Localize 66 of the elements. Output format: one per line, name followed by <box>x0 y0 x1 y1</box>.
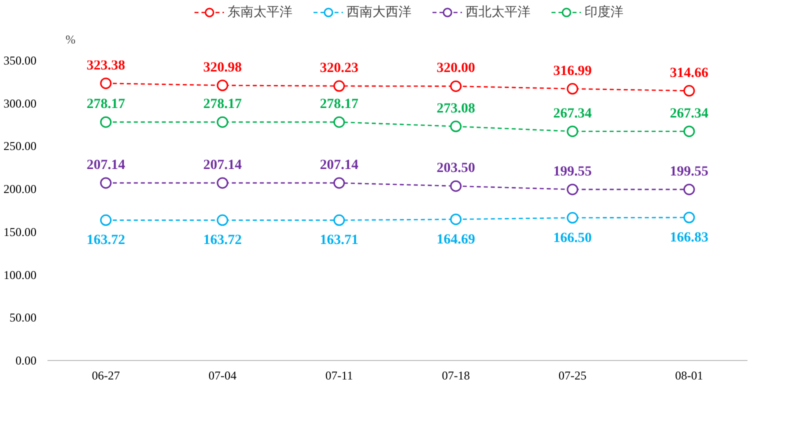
legend-label: 西北太平洋 <box>466 4 530 21</box>
data-label: 314.66 <box>670 66 708 81</box>
x-tick-label: 07-04 <box>208 368 236 382</box>
data-label: 320.00 <box>436 61 476 76</box>
point <box>450 214 462 226</box>
data-label: 163.72 <box>86 233 126 248</box>
point <box>100 116 112 128</box>
point <box>683 126 695 138</box>
y-tick-label: 0.00 <box>16 354 36 368</box>
y-tick-label: 50.00 <box>10 310 36 325</box>
legend-label: 印度洋 <box>584 4 624 21</box>
point <box>333 177 345 189</box>
point <box>333 116 345 128</box>
point <box>683 212 695 224</box>
data-label: 163.72 <box>203 233 242 248</box>
point <box>100 214 112 226</box>
point <box>216 116 228 128</box>
point <box>566 83 578 95</box>
y-tick-label: 150.00 <box>4 224 36 239</box>
data-label: 320.98 <box>203 60 242 76</box>
x-tick-label: 08-01 <box>675 368 704 382</box>
y-tick-label: 200.00 <box>4 182 36 196</box>
data-label: 320.23 <box>320 61 358 76</box>
y-axis-title: % <box>66 32 76 46</box>
point <box>450 80 462 92</box>
data-label: 273.08 <box>436 101 476 116</box>
point <box>216 80 228 92</box>
point <box>566 184 578 196</box>
point <box>683 85 695 97</box>
data-label: 203.50 <box>436 161 476 176</box>
point <box>216 214 228 226</box>
data-label: 207.14 <box>86 158 126 173</box>
x-tick-label: 07-18 <box>442 368 470 382</box>
y-tick-label: 300.00 <box>4 96 36 110</box>
point <box>450 120 462 132</box>
point <box>216 177 228 189</box>
data-label: 278.17 <box>203 97 242 112</box>
point <box>566 126 578 138</box>
point <box>333 214 345 226</box>
data-label: 207.14 <box>203 158 242 173</box>
data-label: 164.69 <box>436 232 476 248</box>
data-label: 278.17 <box>320 97 358 112</box>
point <box>683 184 695 196</box>
data-label: 199.55 <box>553 164 592 180</box>
y-tick-label: 350.00 <box>4 54 36 68</box>
legend-label: 西南大西洋 <box>346 4 412 21</box>
x-tick-label: 06-27 <box>92 368 120 382</box>
data-label: 316.99 <box>553 64 592 79</box>
x-tick-label: 07-11 <box>325 368 353 382</box>
data-label: 166.83 <box>670 230 708 246</box>
point <box>566 212 578 224</box>
data-label: 267.34 <box>553 106 592 122</box>
legend-label: 东南太平洋 <box>228 4 292 21</box>
point <box>450 180 462 192</box>
y-tick-label: 250.00 <box>4 139 36 154</box>
y-tick-label: 100.00 <box>4 268 36 282</box>
data-label: 278.17 <box>86 97 126 112</box>
point <box>100 78 112 90</box>
x-tick-label: 07-25 <box>558 368 586 382</box>
data-label: 207.14 <box>320 158 358 173</box>
point <box>100 177 112 189</box>
data-label: 166.50 <box>553 230 592 246</box>
data-label: 163.71 <box>320 233 358 248</box>
point <box>333 80 345 92</box>
data-label: 199.55 <box>670 164 708 180</box>
data-label: 267.34 <box>670 106 708 122</box>
